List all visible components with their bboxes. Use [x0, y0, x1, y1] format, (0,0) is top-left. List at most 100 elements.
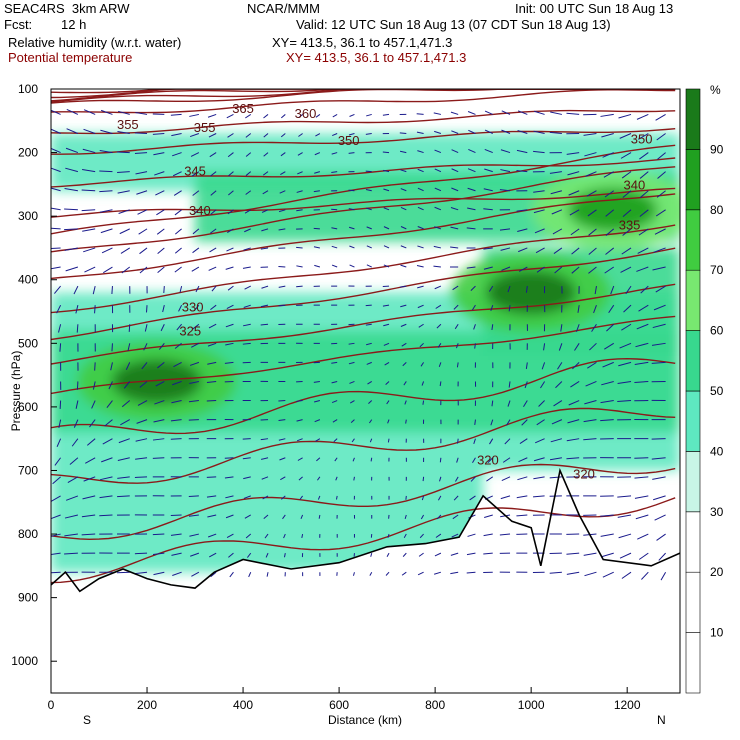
wind-vector: [583, 133, 597, 136]
wind-vector: [382, 169, 390, 173]
wind-vector: [99, 495, 113, 499]
wind-vector: [483, 266, 493, 270]
wind-vector: [486, 476, 494, 482]
wind-vector: [207, 514, 217, 518]
wind-vector: [331, 361, 338, 364]
y-tick-label: 500: [18, 336, 38, 350]
wind-vector: [434, 130, 442, 134]
y-tick-label: 800: [18, 527, 38, 541]
wind-vector: [543, 343, 546, 351]
wind-vector: [121, 266, 131, 274]
wind-vector: [437, 343, 442, 348]
wind-vector: [119, 228, 130, 235]
wind-vector: [483, 188, 493, 192]
colorbar-label: 30: [710, 505, 724, 519]
wind-vector: [499, 228, 511, 231]
wind-vector: [652, 323, 666, 329]
wind-vector: [540, 381, 546, 389]
wind-vector: [620, 266, 632, 273]
theta-label: 350: [631, 132, 653, 147]
wind-vector: [192, 190, 200, 196]
wind-vector: [500, 169, 511, 173]
wind-vector: [434, 168, 442, 173]
wind-vector: [370, 457, 373, 462]
wind-vector: [466, 571, 476, 574]
wind-vector: [206, 495, 217, 498]
wind-vector: [227, 152, 234, 158]
y-tick-label: 300: [18, 209, 38, 223]
wind-vector: [125, 362, 131, 370]
wind-vector: [118, 438, 130, 444]
wind-vector: [75, 400, 79, 409]
wind-vector: [484, 514, 493, 518]
wind-vector: [179, 285, 183, 293]
wind-vector: [570, 381, 580, 388]
x-tick-label: 200: [137, 698, 157, 712]
wind-vector: [402, 362, 407, 367]
wind-vector: [602, 571, 614, 578]
wind-vector: [382, 304, 390, 307]
wind-vector: [610, 285, 615, 295]
wind-vector: [508, 305, 511, 312]
wind-vector: [261, 228, 269, 232]
wind-vector: [370, 552, 373, 557]
wind-vector: [81, 209, 96, 212]
wind-vector: [466, 266, 476, 269]
wind-vector: [516, 495, 528, 499]
wind-vector: [64, 533, 78, 537]
wind-vector: [211, 285, 217, 292]
theta-line: [51, 89, 676, 104]
wind-vector: [75, 305, 79, 314]
wind-vector: [190, 152, 200, 157]
wind-vector: [313, 190, 320, 193]
wind-vector: [263, 114, 269, 119]
wind-vector: [245, 171, 252, 176]
wind-vector: [483, 247, 493, 250]
wind-vector: [588, 266, 597, 274]
wind-vector: [139, 381, 148, 388]
wind-vector: [190, 552, 200, 557]
wind-vector: [65, 147, 79, 154]
wind-vector: [455, 476, 459, 482]
wind-vector: [519, 438, 528, 444]
wind-vector: [635, 342, 649, 348]
wind-vector: [499, 533, 511, 536]
theta-line: [51, 144, 676, 235]
wind-vector: [653, 247, 666, 253]
wind-vector: [135, 571, 148, 575]
wind-vector: [262, 190, 269, 195]
wind-vector: [296, 265, 303, 268]
wind-vector: [262, 495, 269, 500]
theta-label: 365: [232, 101, 254, 116]
endpoint-south: S: [83, 713, 91, 727]
wind-vector: [656, 133, 666, 141]
wind-vector: [453, 495, 459, 501]
wind-vector: [91, 400, 96, 409]
wind-vector: [296, 285, 303, 288]
wind-vector: [208, 266, 217, 271]
wind-vector: [195, 285, 200, 293]
wind-vector: [383, 188, 390, 192]
wind-vector: [634, 380, 649, 383]
wind-vector: [349, 264, 355, 268]
wind-vector: [283, 553, 286, 558]
wind-vector: [625, 285, 632, 295]
wind-vector: [210, 304, 217, 311]
wind-vector: [457, 438, 459, 444]
wind-vector: [500, 495, 511, 500]
colorbar-unit: %: [710, 83, 721, 97]
wind-vector: [466, 227, 476, 230]
theta-label: 320: [573, 467, 595, 482]
wind-vector: [508, 381, 511, 388]
wind-vector: [316, 457, 321, 462]
wind-vector: [82, 148, 96, 154]
wind-vector: [584, 400, 597, 405]
wind-vector: [558, 343, 563, 351]
wind-vector: [636, 113, 649, 120]
wind-vector: [81, 514, 96, 518]
wind-vector: [606, 323, 615, 332]
wind-vector: [365, 133, 372, 135]
field1-name: Relative humidity (w.r.t. water): [8, 35, 182, 50]
wind-vector: [154, 171, 165, 176]
wind-vector: [419, 533, 424, 539]
